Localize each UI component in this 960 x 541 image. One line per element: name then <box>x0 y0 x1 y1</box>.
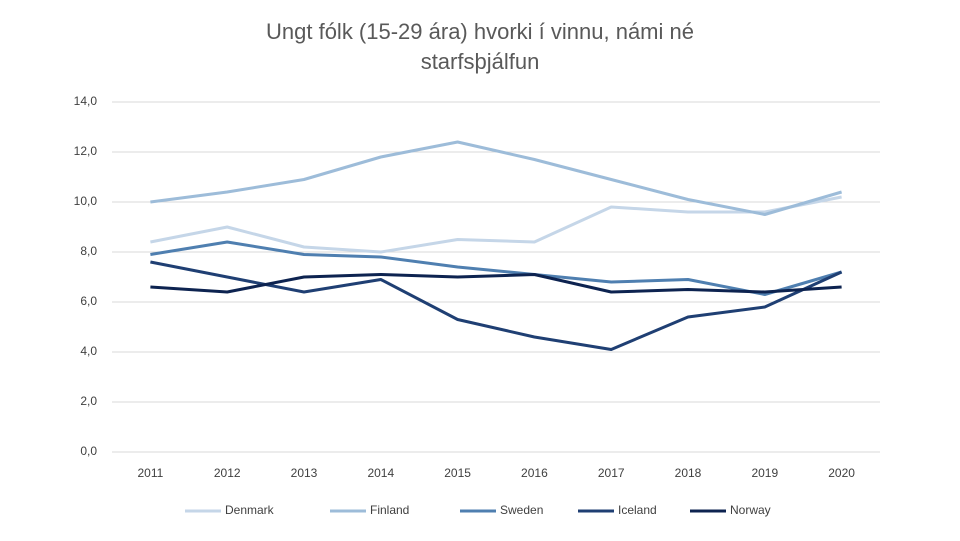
x-tick-label: 2018 <box>675 466 702 480</box>
x-tick-label: 2014 <box>367 466 394 480</box>
x-tick-label: 2011 <box>137 466 163 480</box>
y-tick-label: 4,0 <box>80 344 97 358</box>
x-tick-label: 2016 <box>521 466 548 480</box>
chart-title: Ungt fólk (15-29 ára) hvorki í vinnu, ná… <box>266 19 694 44</box>
x-tick-label: 2015 <box>444 466 471 480</box>
series-line <box>150 140 843 216</box>
chart-title: starfsþjálfun <box>421 49 540 74</box>
y-tick-label: 12,0 <box>74 144 98 158</box>
legend-label: Finland <box>370 503 409 517</box>
y-tick-label: 10,0 <box>74 194 98 208</box>
y-tick-label: 8,0 <box>80 244 97 258</box>
x-tick-label: 2020 <box>828 466 855 480</box>
x-tick-label: 2012 <box>214 466 241 480</box>
legend-label: Iceland <box>618 503 657 517</box>
legend-label: Denmark <box>225 503 275 517</box>
y-tick-label: 14,0 <box>74 94 98 108</box>
legend-label: Norway <box>730 503 771 517</box>
x-tick-label: 2019 <box>751 466 778 480</box>
x-tick-label: 2017 <box>598 466 625 480</box>
legend-label: Sweden <box>500 503 543 517</box>
series-line <box>150 273 842 294</box>
y-tick-label: 6,0 <box>80 294 97 308</box>
y-tick-label: 2,0 <box>80 394 97 408</box>
series-line <box>150 195 842 254</box>
y-tick-label: 0,0 <box>80 444 97 458</box>
series-line <box>150 240 843 296</box>
x-tick-label: 2013 <box>291 466 318 480</box>
